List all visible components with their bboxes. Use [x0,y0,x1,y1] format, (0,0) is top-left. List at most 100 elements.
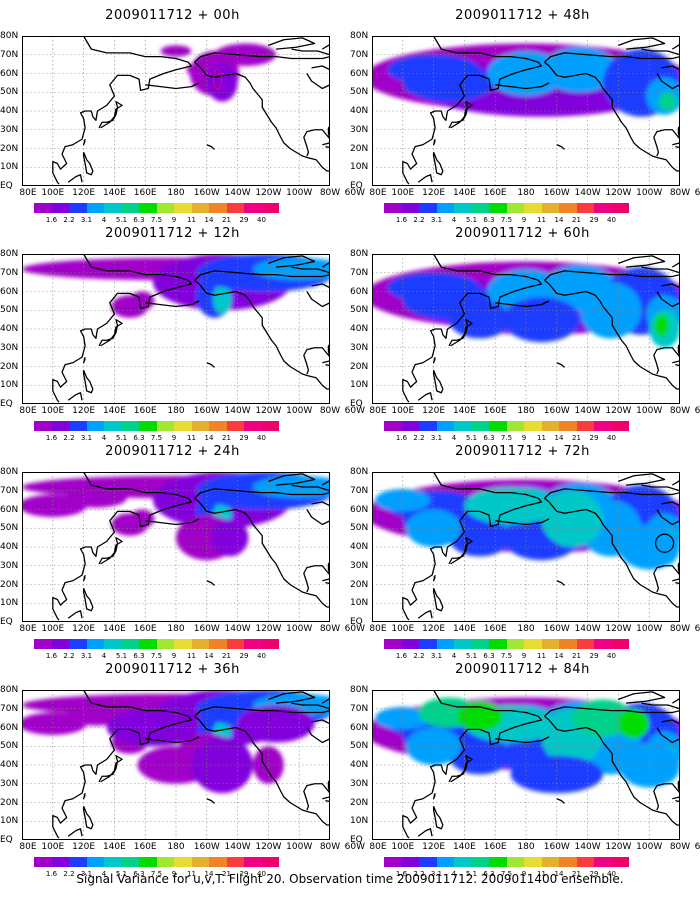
variance-region [65,488,127,508]
latitude-label: 20N [350,797,369,808]
longitude-label: 160E [483,406,507,416]
colorbar-tick-label: 11 [537,434,546,442]
colorbar-swatch [34,857,52,867]
variance-region [237,705,315,743]
map-panel: 2009011712 + 48h 80N 70N 60N 50N 40N 30N 20N 10N… [350,8,700,233]
coastline [402,690,543,839]
colorbar-swatch [261,857,279,867]
coastline [641,48,680,56]
colorbar-swatch [401,639,419,649]
coastline [653,124,680,157]
latitude-label: 30N [0,124,19,135]
latitude-label: 70N [0,485,19,496]
colorbar-swatch [51,639,69,649]
colorbar-swatch [261,639,279,649]
colorbar-swatch [209,421,227,431]
variance-region [456,701,503,732]
colorbar-tick-label: 11 [187,434,196,442]
latitude-label: 70N [350,49,369,60]
colorbar-tick-label: 5.1 [465,216,478,224]
coastline [194,279,330,390]
colorbar-swatch [594,639,612,649]
coastline [417,174,433,183]
coastline [495,300,550,308]
longitude-label: 140E [452,406,476,416]
latitude-label: 70N [350,485,369,496]
coastline [618,255,666,268]
longitude-label: 140E [102,624,126,634]
coastline [672,578,680,585]
colorbar-tick-label: 14 [554,216,564,224]
colorbar-swatch [104,857,122,867]
colorbar-swatch [156,421,174,431]
coastline [321,261,330,268]
latitude-label: 70N [350,267,369,278]
map-panel: 2009011712 + 12h 80N 70N 60N 50N 40N 30N 20N 10N… [0,226,365,451]
coastline [98,100,123,129]
colorbar-swatch [541,857,559,867]
latitude-label: 40N [0,106,19,116]
coastline [268,255,316,268]
colorbar-swatch [209,203,227,213]
colorbar-swatch [86,857,104,867]
longitude-label: 100E [391,188,415,198]
colorbar-tick-label: 21 [572,652,581,660]
coastline [194,270,330,281]
latitude-label: 30N [350,560,369,571]
colorbar [384,857,629,867]
colorbar-tick-label: 21 [222,870,231,878]
colorbar-tick-label: 14 [554,652,564,660]
colorbar-tick-label: 21 [572,434,581,442]
coastline [321,479,330,486]
colorbar-tick-label: 14 [554,434,564,442]
variance-region [658,92,677,111]
colorbar-swatch [69,639,87,649]
colorbar-swatch [524,639,542,649]
colorbar-swatch [489,857,507,867]
coastline [303,560,330,593]
colorbar-tick-label: 21 [222,216,231,224]
latitude-label: 80N [350,31,369,41]
colorbar-swatch [226,203,244,213]
coastline [417,392,433,401]
coastline [618,473,666,486]
colorbar-swatch [209,639,227,649]
coastline [641,266,680,274]
colorbar-tick-label: 7.5 [500,652,513,660]
coastline [448,318,473,347]
observation-contour [212,68,223,90]
coastline [98,318,123,347]
coastline [52,690,193,839]
latitude-label: 50N [350,305,369,316]
colorbar-tick-label: 29 [239,870,249,878]
latitude-label: 30N [0,560,19,571]
colorbar-swatch [86,421,104,431]
colorbar-tick-label: 2.2 [63,652,75,660]
longitude-label: 180 [517,842,535,852]
longitude-label: 80E [369,842,387,852]
colorbar-tick-label: 29 [589,216,599,224]
variance-region [618,708,650,739]
colorbar-swatch [121,639,139,649]
colorbar-tick-label: 9 [521,652,527,660]
colorbar-swatch [611,857,629,867]
longitude-label: 120E [72,188,96,198]
latitude-label: EQ [0,835,13,845]
colorbar-tick-label: 11 [537,652,546,660]
colorbar-swatch [191,639,209,649]
coastline [322,142,330,149]
map-frame: 80N 70N 60N 50N 40N 30N 20N 10N EQ [350,249,680,409]
colorbar-swatch [401,203,419,213]
colorbar-swatch [384,857,402,867]
coastline [322,578,330,585]
panel-title: 2009011712 + 12h [105,226,240,241]
latitude-label: 60N [0,68,19,79]
variance-map [22,472,330,622]
colorbar-swatch [86,639,104,649]
longitude-label: 80E [19,188,37,198]
colorbar-swatch [524,421,542,431]
colorbar-tick-label: 3.1 [430,652,443,660]
colorbar-swatch [559,857,577,867]
latitude-label: 10N [350,162,369,173]
longitude-label: 120W [255,188,282,198]
